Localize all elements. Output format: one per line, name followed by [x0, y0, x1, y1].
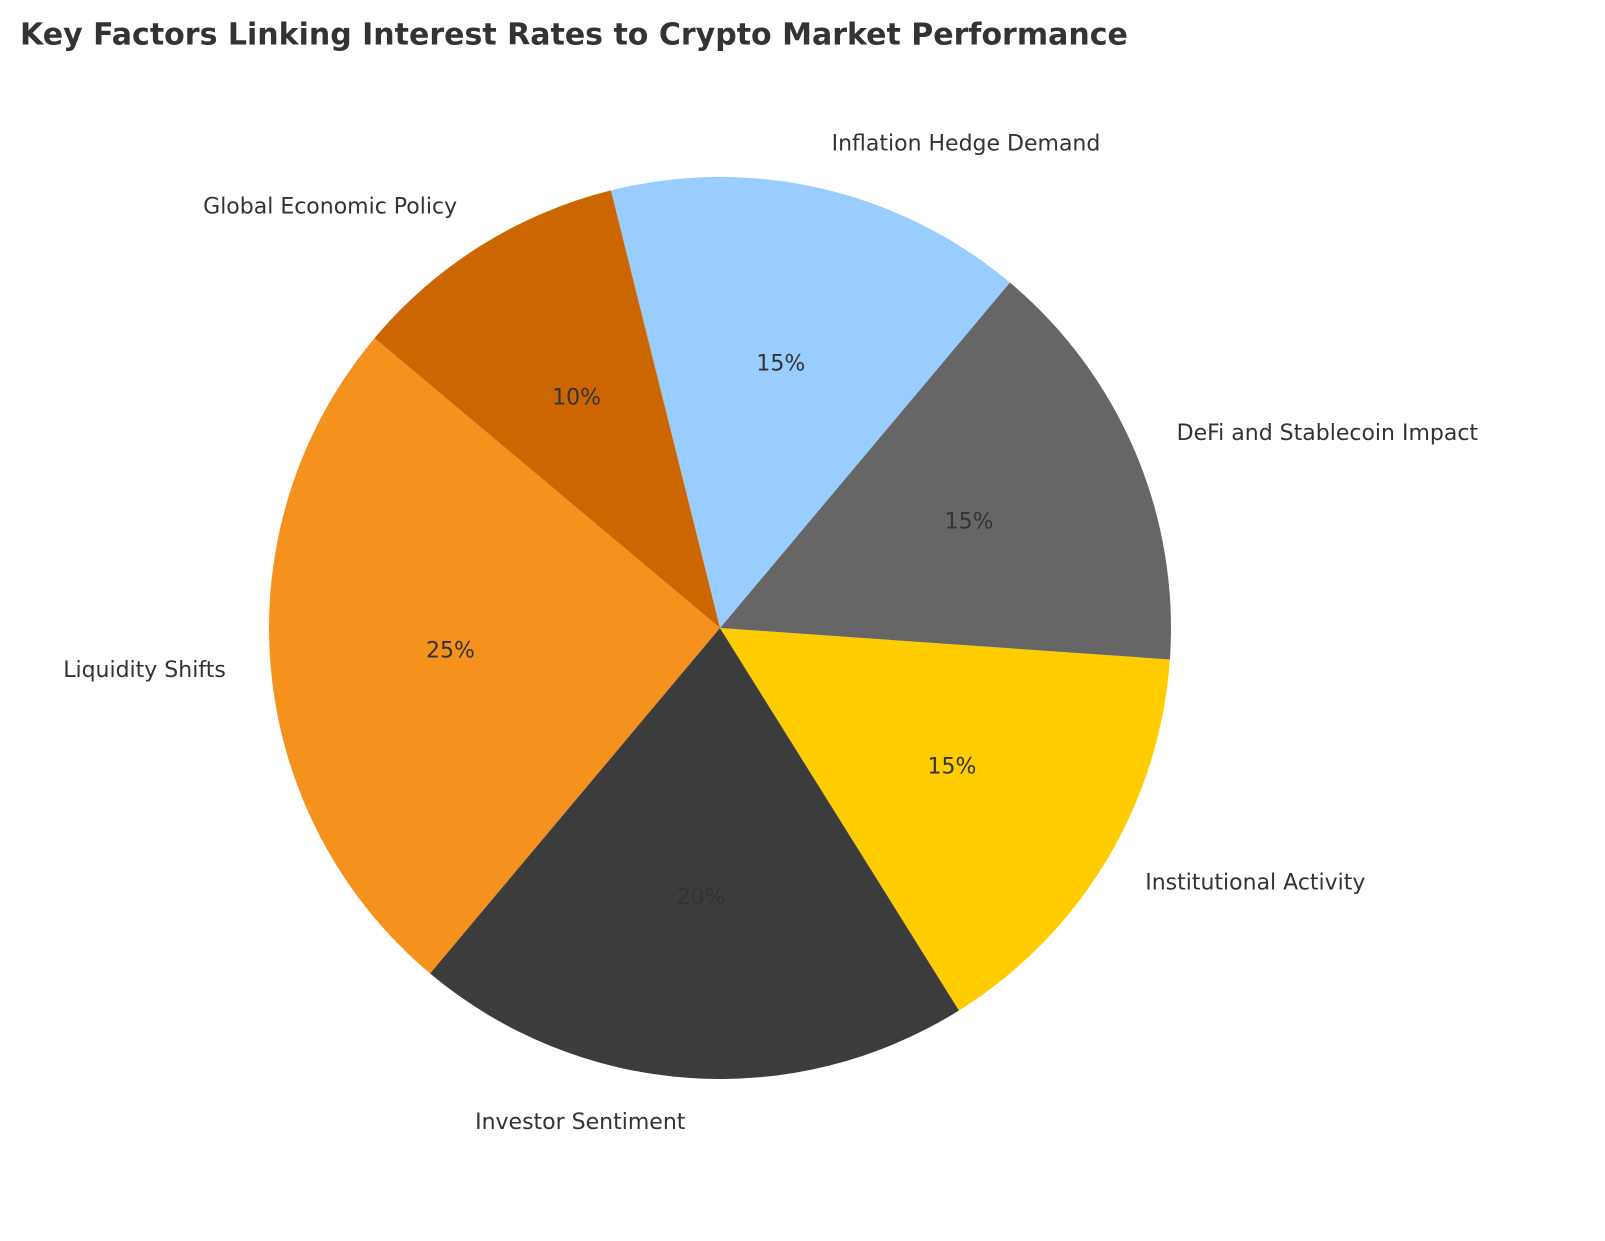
percent-label: 20%: [677, 885, 726, 910]
chart-title: Key Factors Linking Interest Rates to Cr…: [20, 18, 1128, 53]
slice-label: Institutional Activity: [1145, 871, 1365, 896]
percent-label: 15%: [756, 351, 805, 376]
percent-label: 15%: [927, 754, 976, 779]
slice-label: Global Economic Policy: [203, 194, 457, 219]
pie-slice: [720, 282, 1171, 660]
percent-label: 25%: [426, 639, 475, 664]
percent-label: 10%: [552, 386, 601, 411]
slice-label: DeFi and Stablecoin Impact: [1177, 421, 1479, 446]
percent-label: 15%: [945, 509, 994, 534]
pie-slice: [720, 628, 1170, 1011]
slice-label: Inflation Hedge Demand: [832, 132, 1101, 157]
slice-label: Liquidity Shifts: [63, 658, 226, 683]
slice-label: Investor Sentiment: [475, 1110, 686, 1135]
pie-slice: [269, 338, 720, 974]
pie-slice: [610, 176, 1010, 628]
pie-slice: [374, 190, 720, 629]
pie-slice: [430, 628, 959, 1079]
